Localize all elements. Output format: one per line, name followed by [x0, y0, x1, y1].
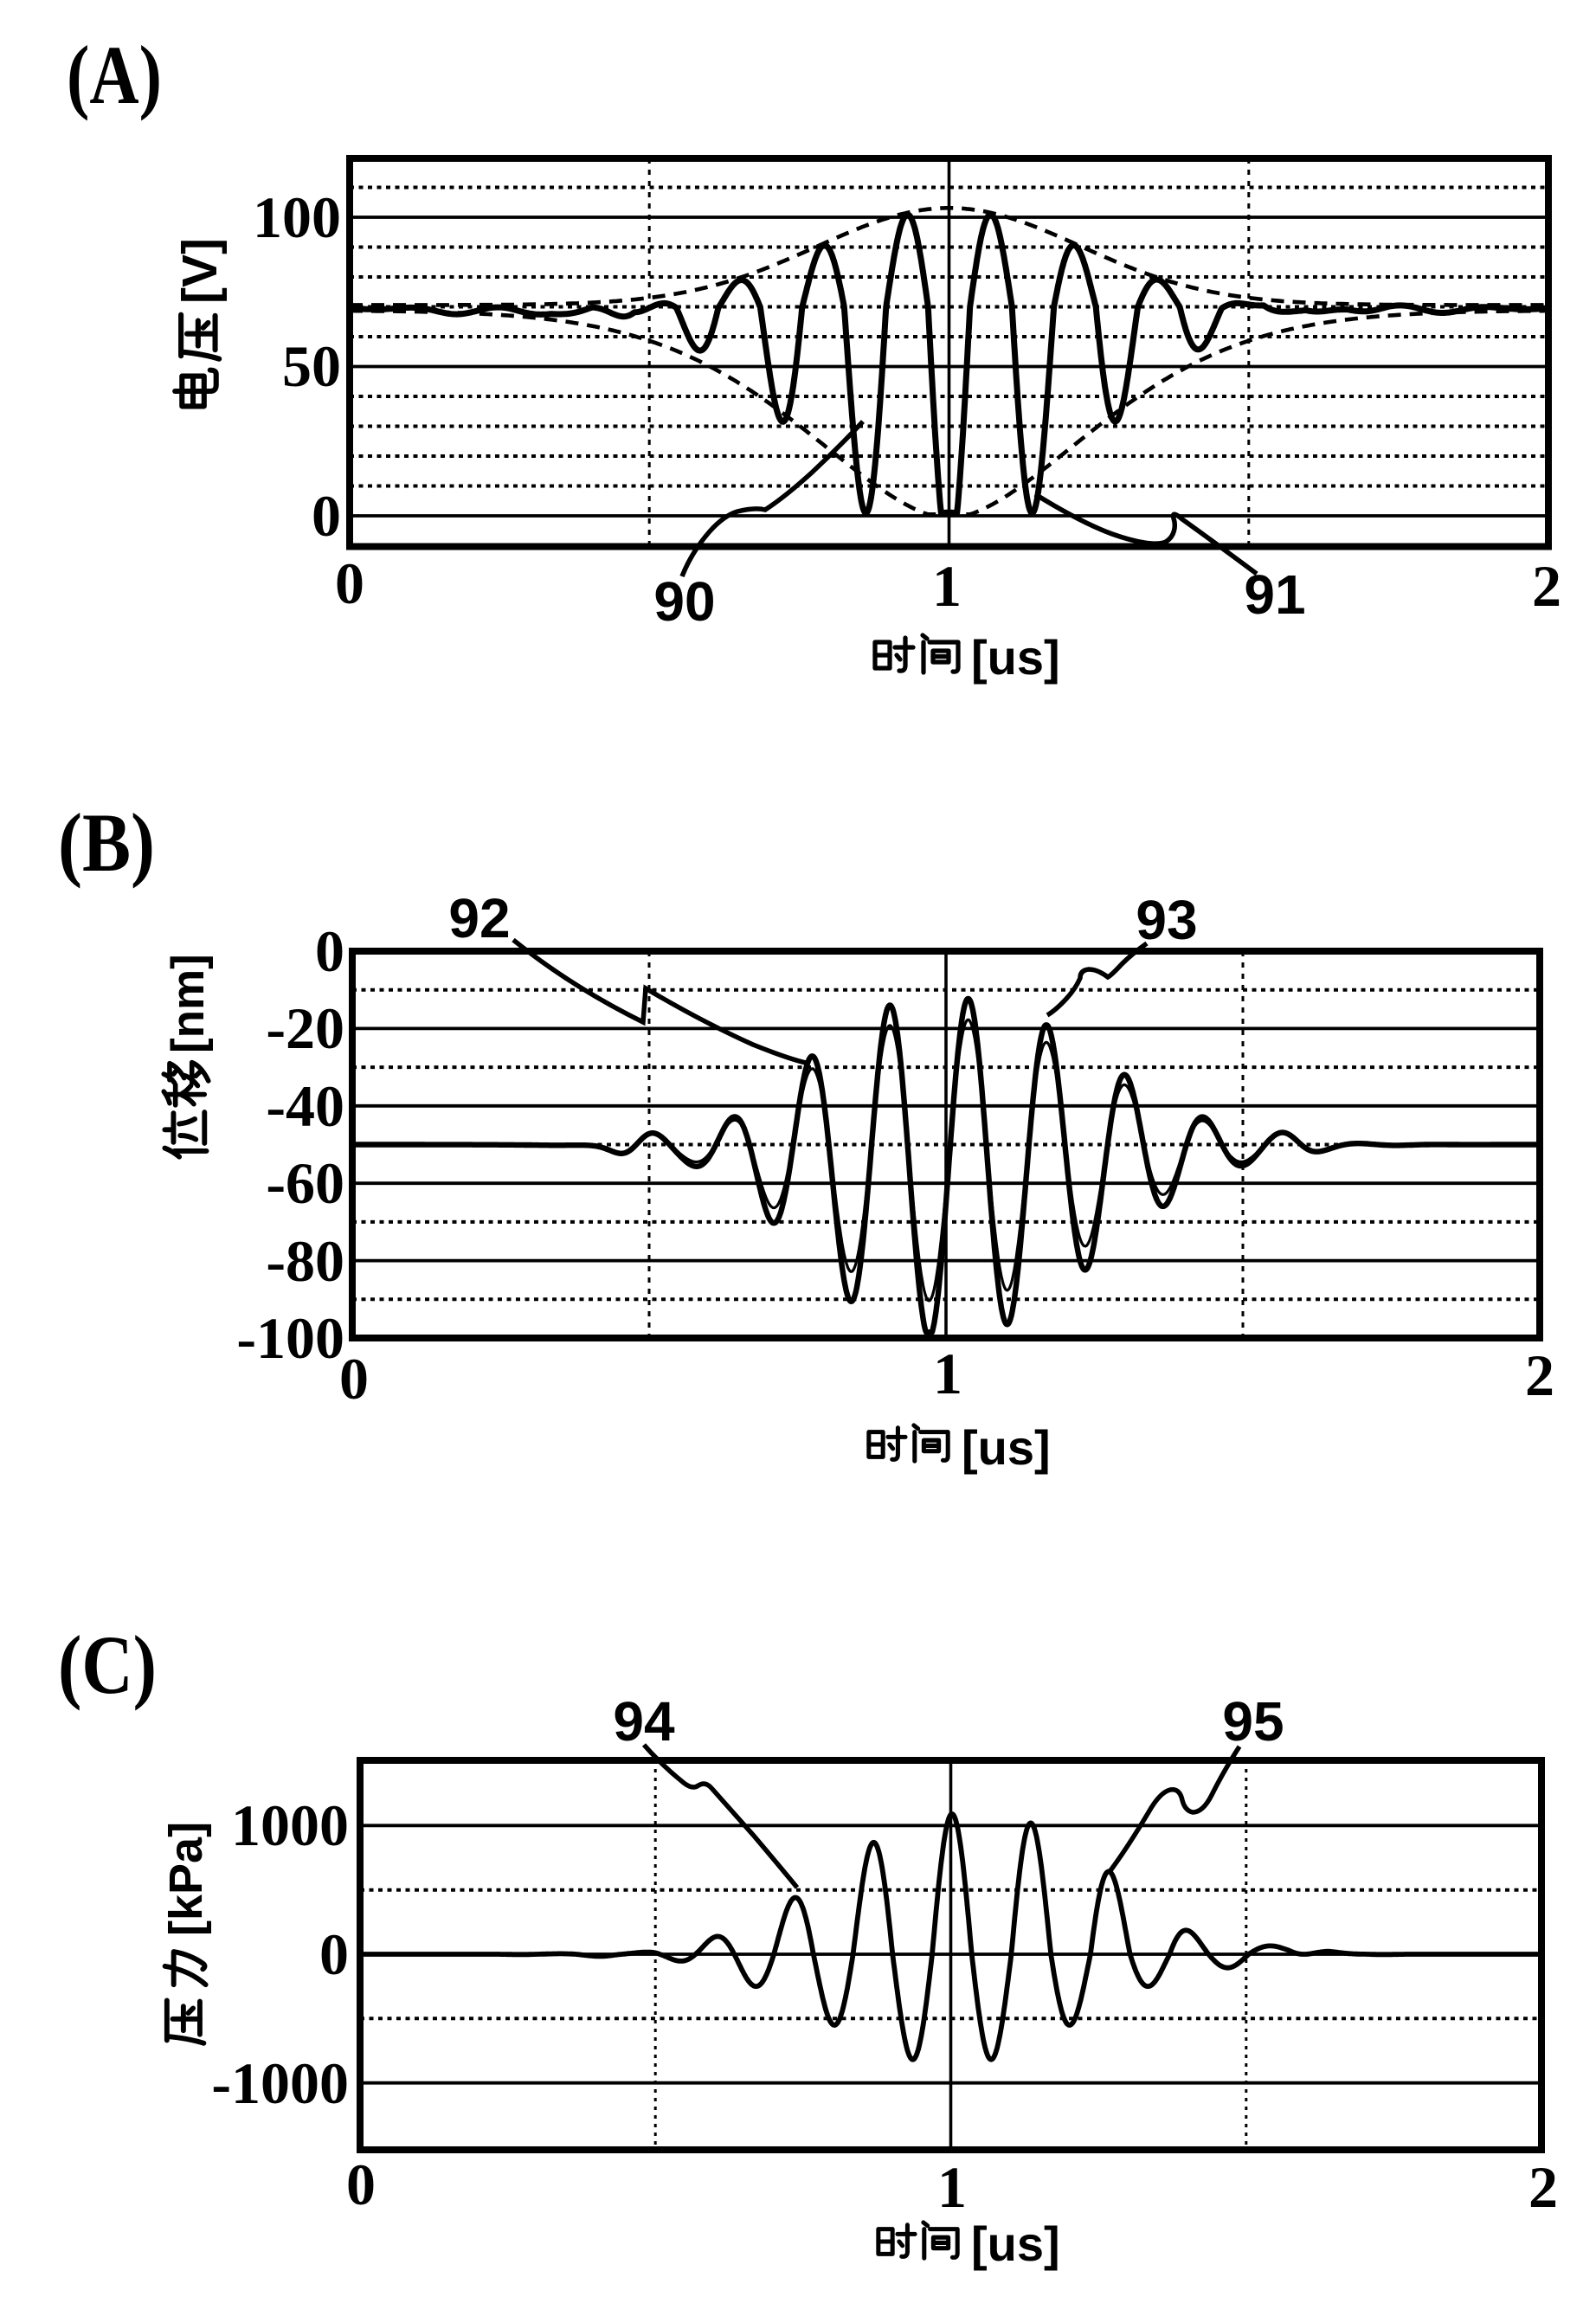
svg-text:91: 91	[1244, 563, 1305, 626]
svg-text:0: 0	[312, 483, 341, 549]
svg-text:1: 1	[933, 1341, 962, 1406]
svg-text:1000: 1000	[231, 1792, 349, 1858]
svg-text:[kPa]: [kPa]	[160, 1822, 212, 1936]
svg-text:[us]: [us]	[971, 2216, 1060, 2271]
svg-text:(B): (B)	[58, 796, 155, 889]
svg-text:[V]: [V]	[172, 238, 228, 304]
svg-text:(C): (C)	[58, 1618, 157, 1711]
svg-text:90: 90	[653, 570, 715, 633]
svg-text:-80: -80	[266, 1228, 344, 1294]
svg-text:[us]: [us]	[971, 630, 1060, 685]
svg-text:-40: -40	[266, 1073, 344, 1139]
svg-text:92: 92	[448, 887, 510, 949]
svg-text:95: 95	[1222, 1690, 1284, 1753]
svg-text:-100: -100	[236, 1305, 344, 1371]
svg-text:-1000: -1000	[211, 2050, 349, 2116]
svg-text:93: 93	[1136, 889, 1197, 951]
svg-text:-60: -60	[266, 1150, 344, 1216]
svg-text:50: 50	[282, 333, 341, 399]
svg-text:2: 2	[1525, 1342, 1554, 1408]
svg-text:0: 0	[335, 550, 364, 616]
svg-text:[nm]: [nm]	[163, 954, 214, 1053]
svg-text:-20: -20	[266, 995, 344, 1061]
svg-text:2: 2	[1528, 2154, 1558, 2220]
svg-text:0: 0	[346, 2152, 376, 2217]
svg-text:2: 2	[1532, 553, 1561, 619]
svg-text:(A): (A)	[67, 29, 162, 121]
svg-text:[us]: [us]	[962, 1420, 1051, 1475]
svg-text:0: 0	[319, 1921, 349, 1987]
svg-text:0: 0	[315, 918, 344, 984]
svg-text:94: 94	[613, 1690, 675, 1753]
svg-text:1: 1	[937, 2154, 967, 2220]
svg-text:1: 1	[932, 553, 962, 619]
svg-text:0: 0	[339, 1346, 369, 1412]
svg-text:100: 100	[253, 184, 341, 250]
